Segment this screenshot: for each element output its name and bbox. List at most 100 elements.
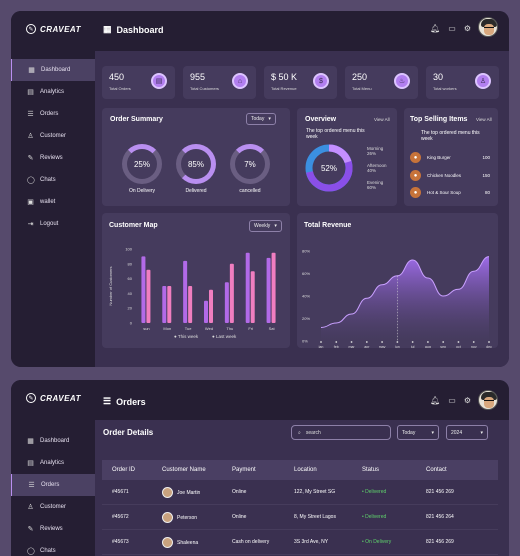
sidebar-item-orders[interactable]: ☰ Orders bbox=[11, 474, 95, 496]
x-dot bbox=[381, 341, 383, 343]
table-row[interactable]: #45671 Joe Martin Online 122, My Street SG •… bbox=[102, 480, 498, 505]
orders-table: Order ID Customer Name Payment Location Stat… bbox=[102, 460, 498, 555]
svg-text:52%: 52% bbox=[321, 164, 337, 173]
chat-icon[interactable]: ▭ bbox=[448, 24, 456, 33]
legend-last-week: ● Last week bbox=[212, 334, 237, 339]
grid-icon: ▦ bbox=[28, 67, 35, 74]
sidebar-item-customer[interactable]: ♙ Customer bbox=[27, 504, 67, 511]
grid-icon: ▦ bbox=[27, 438, 34, 445]
avatar[interactable] bbox=[478, 17, 498, 37]
x-tick-label: Tue bbox=[185, 326, 193, 331]
sidebar-item-customer[interactable]: ♙ Customer bbox=[27, 133, 67, 140]
y-tick-label: 20 bbox=[128, 306, 133, 311]
order-summary-card: Order Summary Today ▾ 25% 85% 7% On Deliv… bbox=[102, 108, 290, 206]
top-selling-card: Top Selling Items View All The top order… bbox=[404, 108, 498, 206]
period-dropdown[interactable]: Today ▾ bbox=[397, 425, 439, 440]
chevron-down-icon: ▾ bbox=[274, 223, 277, 229]
customer-map-chart: 100 80 60 40 20 0 Number of Customers sun Mon Tue… bbox=[108, 247, 276, 331]
list-item[interactable]: ● Chicken Noodles 150 bbox=[410, 170, 490, 181]
cup-icon: ♨ bbox=[394, 73, 410, 89]
ring-delivered: 85% bbox=[176, 144, 216, 184]
status-badge: • Delivered bbox=[362, 489, 387, 495]
y-axis-label: Number of Customers bbox=[108, 266, 113, 305]
x-tick-label: nov bbox=[471, 345, 477, 348]
x-dot bbox=[320, 341, 322, 343]
stat-card-orders: 450 Total Orders ▤ bbox=[102, 66, 175, 99]
dashboard-window: ✎ CRAVEAT ▦ Dashboard 🔔︎ ▭ ⚙ ▦ Dashboard ▤ Ana… bbox=[11, 11, 509, 367]
gear-icon[interactable]: ⚙ bbox=[463, 396, 471, 405]
y-tick-label: 60 bbox=[128, 276, 133, 281]
page-title: ☰ Orders bbox=[103, 396, 146, 407]
table-header: Order ID Customer Name Payment Location Stat… bbox=[102, 460, 498, 480]
x-dot bbox=[442, 341, 445, 343]
year-dropdown[interactable]: 2024 ▾ bbox=[446, 425, 488, 440]
bar-last-week bbox=[271, 252, 276, 323]
customer-avatar bbox=[162, 486, 173, 498]
orders-icon: ☰ bbox=[103, 396, 112, 406]
orders-icon: ☰ bbox=[27, 111, 34, 118]
bell-icon[interactable]: 🔔︎ bbox=[430, 24, 441, 33]
sidebar-item-chats[interactable]: ◯ Chats bbox=[27, 548, 56, 555]
gear-icon[interactable]: ⚙ bbox=[463, 24, 471, 33]
order-details-title: Order Details bbox=[103, 428, 154, 437]
sidebar-item-logout[interactable]: ⇥ Logout bbox=[27, 221, 59, 228]
person-icon: ♙ bbox=[475, 73, 491, 89]
x-tick-label: apr bbox=[364, 345, 370, 348]
sidebar-item-reviews[interactable]: ✎ Reviews bbox=[27, 526, 63, 533]
stat-card-workers: 30 Total workers ♙ bbox=[426, 66, 499, 99]
page-title: ▦ Dashboard bbox=[103, 24, 164, 35]
search-input[interactable]: ⌕ search bbox=[291, 425, 391, 440]
x-tick-label: Mon bbox=[163, 326, 171, 331]
chart-icon: ▤ bbox=[27, 460, 34, 467]
table-row[interactable]: #45673 Shaleena Cash on delivery 3S 3rd Ave… bbox=[102, 530, 498, 555]
top-icons: 🔔︎ ▭ ⚙ bbox=[430, 24, 471, 33]
x-tick-label: may bbox=[379, 345, 386, 348]
overview-donut: 52% bbox=[305, 144, 353, 192]
grid-icon: ▦ bbox=[103, 24, 112, 34]
table-row[interactable]: #45672 Peterson Online 8, My Street Lagos • … bbox=[102, 505, 498, 530]
chat-icon[interactable]: ▭ bbox=[448, 396, 456, 405]
overview-view-all-link[interactable]: View All bbox=[374, 117, 390, 122]
sidebar-item-reviews[interactable]: ✎ Reviews bbox=[27, 155, 63, 162]
bar-last-week bbox=[229, 263, 234, 323]
x-tick-label: Sat bbox=[269, 326, 276, 331]
status-badge: • Delivered bbox=[362, 514, 387, 520]
avatar[interactable] bbox=[478, 390, 498, 410]
list-item[interactable]: ● King Burger 100 bbox=[410, 152, 490, 163]
topbar bbox=[11, 380, 509, 420]
sidebar-item-dashboard[interactable]: ▦ Dashboard bbox=[27, 438, 70, 445]
sidebar-item-chats[interactable]: ◯ Chats bbox=[27, 177, 56, 184]
stat-card-customers: 955 Total Customers ⌂ bbox=[183, 66, 256, 99]
total-revenue-card: Total Revenue 80% 60% 40% 20% 0% jan feb mar apr… bbox=[297, 213, 498, 348]
bell-icon[interactable]: 🔔︎ bbox=[430, 396, 441, 405]
customer-avatar bbox=[162, 511, 173, 523]
x-tick-label: sun bbox=[143, 326, 149, 331]
x-tick-label: aug bbox=[425, 345, 431, 348]
x-dot bbox=[427, 341, 429, 343]
chart-icon: ▤ bbox=[27, 89, 34, 96]
sidebar-item-wallet[interactable]: ▣ wallet bbox=[27, 199, 56, 206]
top-selling-view-all-link[interactable]: View All bbox=[476, 117, 492, 122]
sidebar-item-analytics[interactable]: ▤ Analytics bbox=[27, 89, 65, 96]
weekly-dropdown[interactable]: Weekly ▾ bbox=[249, 220, 282, 232]
coin-icon: $ bbox=[313, 73, 329, 89]
bar-this-week bbox=[141, 256, 146, 323]
burger-icon: ● bbox=[410, 152, 421, 163]
period-dropdown[interactable]: Today ▾ bbox=[246, 113, 276, 125]
bar-this-week bbox=[183, 260, 188, 323]
sidebar-item-analytics[interactable]: ▤ Analytics bbox=[27, 460, 65, 467]
sidebar-nav: ▦ Dashboard ▤ Analytics ☰ Orders ♙ Customer … bbox=[11, 59, 95, 235]
list-item[interactable]: ● Hot & Sour Soup 80 bbox=[410, 187, 490, 198]
search-icon: ⌕ bbox=[298, 429, 301, 436]
sidebar-item-dashboard[interactable]: ▦ Dashboard bbox=[11, 59, 95, 81]
sidebar-item-orders[interactable]: ☰ Orders bbox=[27, 111, 59, 118]
x-tick-label: mar bbox=[348, 345, 355, 348]
y-tick-label: 80 bbox=[128, 261, 133, 266]
bar-last-week bbox=[250, 271, 255, 323]
orders-icon: ☰ bbox=[28, 482, 35, 489]
revenue-line bbox=[320, 256, 490, 328]
logo[interactable]: ✎ CRAVEAT bbox=[26, 24, 81, 34]
logo[interactable]: ✎ CRAVEAT bbox=[26, 393, 81, 403]
y-tick-label: 100 bbox=[125, 247, 132, 252]
logo-icon: ✎ bbox=[26, 393, 36, 403]
